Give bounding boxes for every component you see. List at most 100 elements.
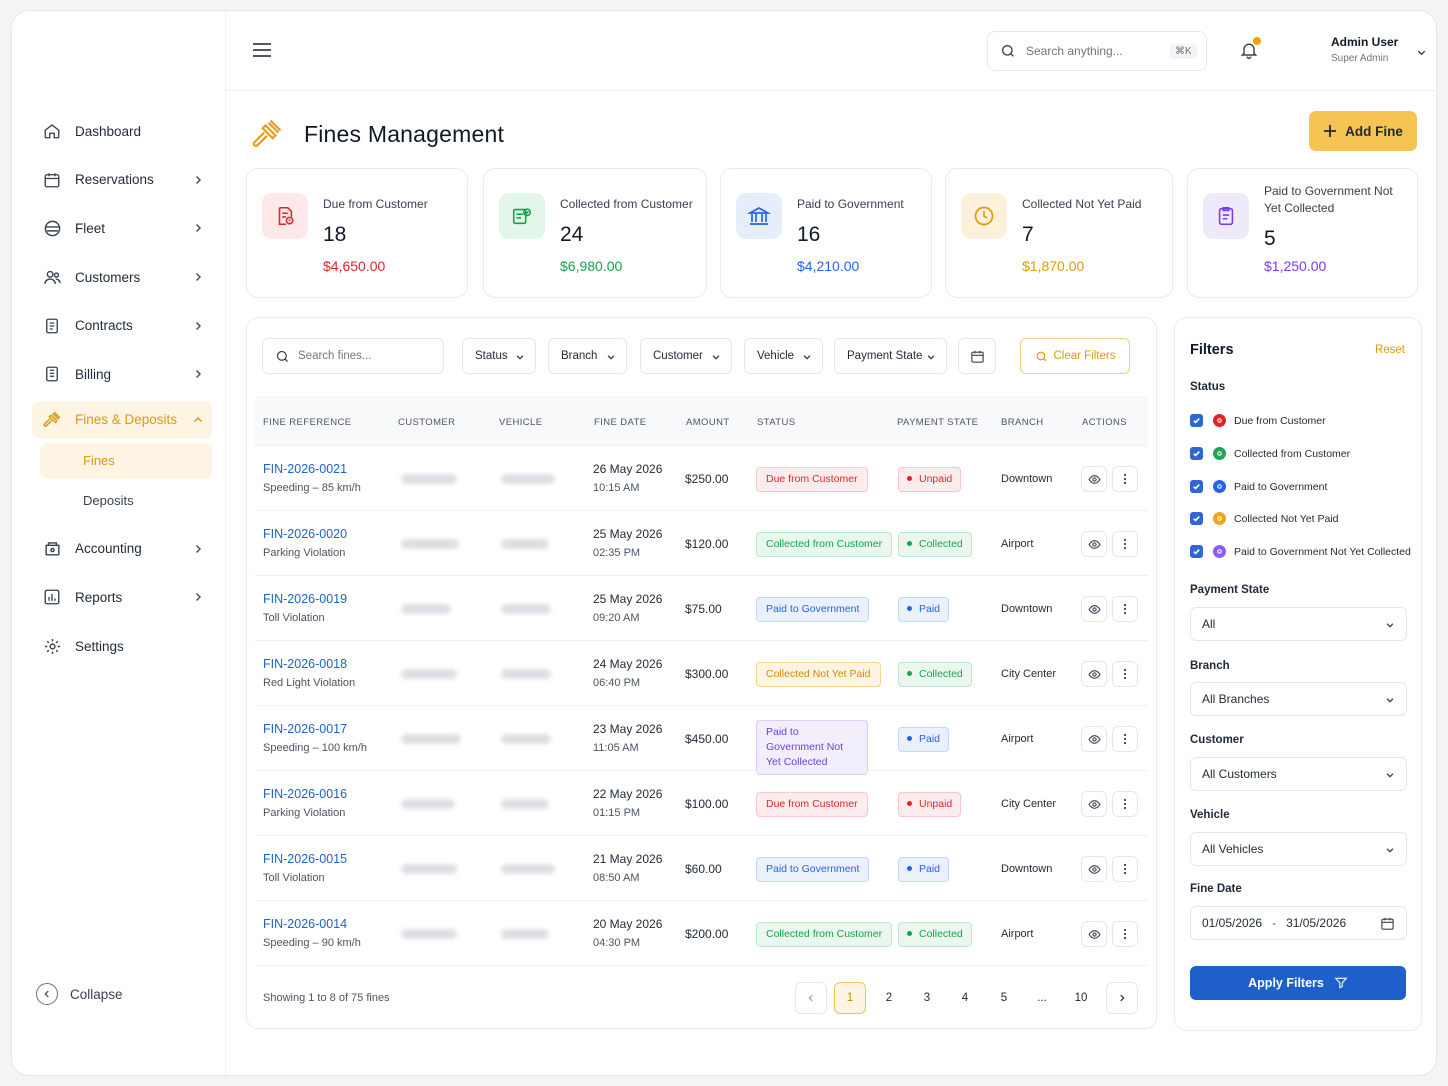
sidebar-item-reports[interactable]: Reports <box>32 573 212 622</box>
column-header[interactable]: AMOUNT <box>686 417 730 428</box>
calendar-icon[interactable] <box>1380 916 1395 931</box>
view-button[interactable] <box>1081 531 1107 557</box>
apply-filters-button[interactable]: Apply Filters <box>1190 966 1406 1000</box>
clear-filters-button[interactable]: Clear Filters <box>1020 338 1130 374</box>
pagination-page-button[interactable]: 1 <box>834 982 866 1014</box>
date-from[interactable]: 01/05/2026 <box>1202 916 1263 930</box>
vehicle-filter-dropdown[interactable]: Vehicle <box>744 338 823 374</box>
sidebar-item-accounting[interactable]: Accounting <box>32 525 212 574</box>
more-options-button[interactable] <box>1112 531 1138 557</box>
table-row[interactable]: FIN-2026-0016 Parking Violation 22 May 202… <box>255 771 1148 836</box>
customer-filter-dropdown[interactable]: Customer <box>640 338 732 374</box>
view-button[interactable] <box>1081 661 1107 687</box>
pagination-prev-button[interactable] <box>795 982 827 1014</box>
fine-reference-link[interactable]: FIN-2026-0020 <box>263 527 348 541</box>
view-button[interactable] <box>1081 466 1107 492</box>
column-header[interactable]: PAYMENT STATE <box>897 417 979 428</box>
table-row[interactable]: FIN-2026-0021 Speeding – 85 km/h 26 May 20… <box>255 446 1148 511</box>
fine-reference-link[interactable]: FIN-2026-0016 <box>263 787 348 801</box>
payment-state-select[interactable]: All <box>1190 607 1407 641</box>
pagination-page-button[interactable]: 3 <box>923 992 931 1004</box>
checkbox-checked-icon[interactable] <box>1190 414 1203 427</box>
pagination-page-button[interactable]: 10 <box>1074 992 1088 1004</box>
sidebar-subitem-deposits[interactable]: Deposits <box>83 493 134 509</box>
status-checkbox[interactable]: Collected from Customer <box>1190 447 1350 460</box>
column-header[interactable]: CUSTOMER <box>398 417 456 428</box>
table-row[interactable]: FIN-2026-0020 Parking Violation 25 May 202… <box>255 511 1148 576</box>
column-header[interactable]: VEHICLE <box>499 417 543 428</box>
view-button[interactable] <box>1081 726 1107 752</box>
more-options-button[interactable] <box>1112 661 1138 687</box>
more-options-button[interactable] <box>1112 726 1138 752</box>
checkbox-checked-icon[interactable] <box>1190 480 1203 493</box>
sidebar-subitem-fines[interactable]: Fines <box>40 442 212 479</box>
global-search[interactable]: ⌘K <box>987 31 1207 71</box>
more-options-button[interactable] <box>1112 466 1138 492</box>
card-collected-from-customer[interactable]: Collected from Customer 24 $6,980.00 <box>483 168 707 298</box>
table-row[interactable]: FIN-2026-0019 Toll Violation 25 May 2026 09… <box>255 576 1148 641</box>
table-row[interactable]: FIN-2026-0014 Speeding – 90 km/h 20 May 20… <box>255 901 1148 966</box>
fine-reference-link[interactable]: FIN-2026-0017 <box>263 722 348 736</box>
checkbox-checked-icon[interactable] <box>1190 447 1203 460</box>
status-checkbox[interactable]: Due from Customer <box>1190 414 1326 427</box>
sidebar-item-fines-deposits[interactable]: Fines & Deposits <box>32 400 212 439</box>
vehicle-select[interactable]: All Vehicles <box>1190 832 1407 866</box>
more-options-button[interactable] <box>1112 921 1138 947</box>
reset-filters-link[interactable]: Reset <box>1374 344 1405 356</box>
sidebar-item-fleet[interactable]: Fleet <box>32 204 212 253</box>
payment-state-filter-dropdown[interactable]: Payment State <box>834 338 947 374</box>
add-fine-button[interactable]: Add Fine <box>1309 111 1417 151</box>
fine-date-range[interactable]: 01/05/2026 - 31/05/2026 <box>1190 906 1407 940</box>
table-row[interactable]: FIN-2026-0017 Speeding – 100 km/h 23 May 2… <box>255 706 1148 775</box>
pagination-next-button[interactable] <box>1106 982 1138 1014</box>
fine-reference-link[interactable]: FIN-2026-0021 <box>263 462 348 476</box>
date-to[interactable]: 31/05/2026 <box>1286 916 1347 930</box>
status-checkbox[interactable]: Collected Not Yet Paid <box>1190 512 1339 525</box>
fine-reference-link[interactable]: FIN-2026-0019 <box>263 592 348 606</box>
sidebar-item-reservations[interactable]: Reservations <box>32 156 212 205</box>
date-filter-button[interactable] <box>958 338 996 374</box>
more-options-button[interactable] <box>1112 596 1138 622</box>
fine-reference-link[interactable]: FIN-2026-0015 <box>263 852 348 866</box>
checkbox-checked-icon[interactable] <box>1190 545 1203 558</box>
bell-icon[interactable] <box>1239 37 1261 66</box>
view-button[interactable] <box>1081 856 1107 882</box>
more-options-button[interactable] <box>1112 791 1138 817</box>
chevron-down-icon[interactable] <box>1416 47 1427 58</box>
pagination-page-button[interactable]: 5 <box>1000 992 1008 1004</box>
pagination-page-button[interactable]: 2 <box>885 992 893 1004</box>
fines-search[interactable] <box>262 338 444 374</box>
sidebar-item-dashboard[interactable]: Dashboard <box>32 107 212 156</box>
column-header[interactable]: FINE REFERENCE <box>263 417 352 428</box>
card-paid-not-yet-collected[interactable]: Paid to Government Not Yet Collected 5 $… <box>1187 168 1418 298</box>
column-header[interactable]: STATUS <box>757 417 796 428</box>
fine-reference-link[interactable]: FIN-2026-0014 <box>263 917 348 931</box>
more-options-button[interactable] <box>1112 856 1138 882</box>
column-header[interactable]: FINE DATE <box>594 417 647 428</box>
user-menu[interactable]: Admin User Super Admin <box>1331 35 1398 64</box>
customer-select[interactable]: All Customers <box>1190 757 1407 791</box>
status-filter-dropdown[interactable]: Status <box>462 338 536 374</box>
view-button[interactable] <box>1081 921 1107 947</box>
branch-filter-dropdown[interactable]: Branch <box>548 338 627 374</box>
view-button[interactable] <box>1081 791 1107 817</box>
pagination-page-button[interactable]: 4 <box>961 992 969 1004</box>
global-search-input[interactable] <box>1026 44 1166 58</box>
checkbox-checked-icon[interactable] <box>1190 512 1203 525</box>
sidebar-item-billing[interactable]: Billing <box>32 350 212 399</box>
card-due-from-customer[interactable]: Due from Customer 18 $4,650.00 <box>246 168 468 298</box>
card-collected-not-yet-paid[interactable]: Collected Not Yet Paid 7 $1,870.00 <box>945 168 1173 298</box>
fine-reference-link[interactable]: FIN-2026-0018 <box>263 657 348 671</box>
branch-select[interactable]: All Branches <box>1190 682 1407 716</box>
collapse-button[interactable]: Collapse <box>36 983 123 1005</box>
sidebar-item-customers[interactable]: Customers <box>32 253 212 302</box>
status-checkbox[interactable]: Paid to Government Not Yet Collected <box>1190 545 1411 558</box>
hamburger-menu-icon[interactable] <box>252 41 272 64</box>
view-button[interactable] <box>1081 596 1107 622</box>
sidebar-item-contracts[interactable]: Contracts <box>32 301 212 350</box>
status-checkbox[interactable]: Paid to Government <box>1190 480 1327 493</box>
table-row[interactable]: FIN-2026-0015 Toll Violation 21 May 2026 08… <box>255 836 1148 901</box>
sidebar-item-settings[interactable]: Settings <box>32 622 212 671</box>
table-row[interactable]: FIN-2026-0018 Red Light Violation 24 May 2… <box>255 641 1148 706</box>
card-paid-to-government[interactable]: Paid to Government 16 $4,210.00 <box>720 168 932 298</box>
